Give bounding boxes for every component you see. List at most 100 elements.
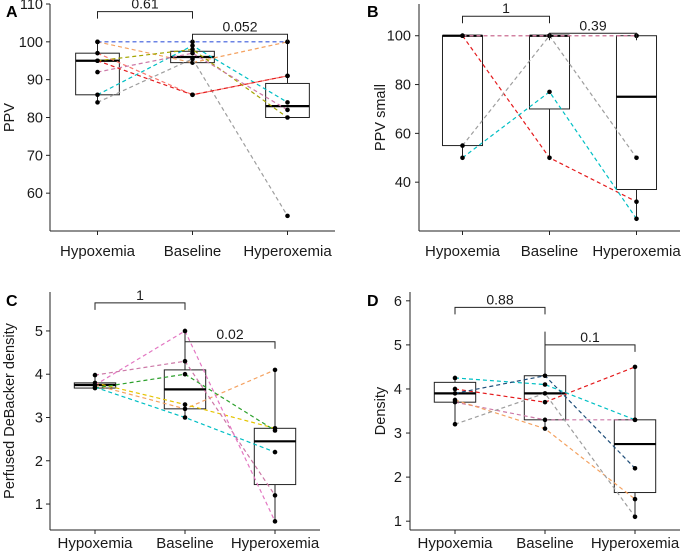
p-value-label: 1 (136, 287, 144, 303)
y-axis-label: PPV small (373, 84, 389, 151)
series-line (454, 392, 636, 518)
series-line (97, 52, 288, 111)
series-subject-6 (92, 328, 278, 524)
p-value-label: 0.02 (216, 326, 243, 342)
p-value-label: 0.88 (486, 291, 513, 307)
data-point (452, 375, 458, 381)
data-point (452, 386, 458, 392)
y-axis-label: PPV (2, 103, 18, 132)
comparison-bracket: 1 (94, 287, 186, 310)
p-value-label: 0.1 (580, 329, 600, 345)
data-point (190, 43, 195, 48)
series-line (454, 366, 636, 403)
data-point (634, 199, 639, 205)
box-hyperoxemia (613, 366, 657, 517)
data-point (95, 50, 100, 56)
data-point (452, 421, 458, 427)
data-point (285, 115, 290, 120)
comparison-bracket: 0.052 (192, 18, 288, 42)
data-point (182, 402, 188, 407)
data-point (95, 39, 100, 45)
comparison-bracket: 0.88 (454, 291, 546, 315)
data-point (634, 155, 639, 161)
box-baseline (528, 34, 571, 158)
series-line (97, 41, 288, 64)
box-iqr (441, 35, 484, 147)
data-point (272, 493, 278, 498)
data-point (285, 107, 290, 113)
panel-label: D (367, 293, 379, 310)
box-hypoxemia (441, 34, 484, 158)
bracket-line (462, 15, 550, 24)
panel-d: D Density 1 2 3 4 5 6 Hypoxemia Baseline Hyperoxem… (367, 291, 680, 552)
p-value-label: 1 (502, 0, 510, 16)
box-hyperoxemia (615, 35, 658, 219)
data-point (634, 216, 639, 222)
data-point (92, 382, 98, 388)
data-point (632, 417, 638, 423)
series-subject-3 (460, 89, 639, 222)
data-point (632, 514, 638, 520)
y-tick-label: 100 (387, 29, 411, 45)
data-point (542, 391, 548, 396)
series-subject-2 (92, 380, 278, 431)
series-subject-6 (452, 391, 638, 520)
data-point (95, 92, 100, 98)
x-tick-label: Hyperoxemia (592, 243, 681, 260)
box-iqr (253, 427, 297, 486)
data-point (285, 73, 290, 79)
series-line (97, 48, 288, 118)
data-point (632, 364, 638, 370)
data-point (542, 373, 548, 379)
data-point (452, 397, 458, 403)
y-tick-label: 3 (35, 410, 43, 426)
y-tick-label: 100 (19, 35, 43, 51)
data-point (190, 92, 195, 98)
series-subject-7 (95, 56, 290, 219)
comparison-bracket: 0.02 (184, 326, 276, 349)
series-subject-5 (95, 39, 290, 45)
bracket-line (544, 344, 636, 352)
y-tick-label: 5 (35, 324, 43, 340)
y-tick-label: 3 (394, 426, 402, 442)
x-tick-label: Baseline (516, 535, 574, 552)
box-hyperoxemia (253, 369, 297, 522)
panel-b: B PPV small 40 60 80 100 Hypoxemia Baseline Hype… (367, 0, 681, 260)
series-line (462, 91, 637, 220)
y-tick-label: 1 (35, 497, 43, 513)
y-tick-label: 60 (395, 126, 411, 142)
data-point (182, 328, 188, 334)
data-point (182, 415, 188, 420)
series-line (97, 52, 288, 96)
data-point (272, 519, 278, 524)
data-point (182, 406, 188, 412)
y-tick-label: 90 (27, 73, 43, 89)
data-point (452, 391, 458, 396)
bracket-line (454, 306, 546, 315)
data-point (95, 69, 100, 75)
y-tick-label: 1 (394, 514, 402, 530)
x-tick-label: Hypoxemia (417, 535, 493, 552)
comparison-bracket: 0.39 (549, 17, 637, 41)
bracket-line (549, 32, 637, 41)
p-value-label: 0.052 (222, 18, 257, 34)
comparison-bracket: 0.1 (544, 329, 636, 352)
x-tick-label: Hyperoxemia (591, 535, 680, 552)
y-tick-label: 70 (27, 148, 43, 164)
bracket-line (97, 11, 193, 19)
bracket-line (184, 341, 276, 349)
y-tick-label: 110 (20, 0, 43, 13)
y-tick-label: 60 (27, 186, 43, 202)
series-subject-5 (92, 358, 278, 498)
series-subject-4 (452, 399, 638, 423)
data-point (460, 33, 465, 39)
comparison-bracket: 1 (462, 0, 550, 24)
data-point (95, 58, 100, 64)
series-subject-1 (452, 364, 638, 405)
data-point (285, 213, 290, 219)
panel-label: B (367, 4, 379, 21)
data-point (182, 371, 188, 377)
y-tick-label: 80 (27, 111, 43, 127)
x-tick-label: Hyperoxemia (231, 535, 320, 552)
